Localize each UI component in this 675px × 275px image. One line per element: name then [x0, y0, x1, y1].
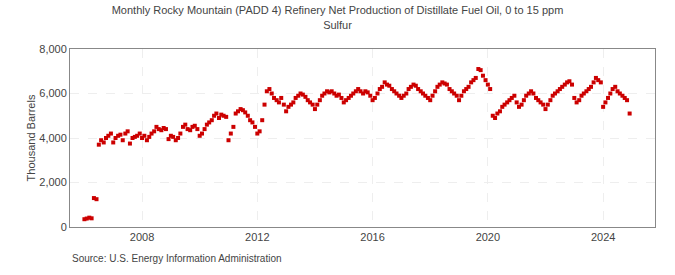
svg-text:Monthly Rocky Mountain (PADD 4: Monthly Rocky Mountain (PADD 4) Refinery… — [112, 4, 564, 30]
svg-text:2008: 2008 — [130, 231, 154, 243]
svg-text:2016: 2016 — [360, 231, 384, 243]
svg-text:2020: 2020 — [476, 231, 500, 243]
svg-text:2012: 2012 — [245, 231, 269, 243]
svg-text:8,000: 8,000 — [39, 43, 67, 55]
svg-text:4,000: 4,000 — [39, 132, 67, 144]
svg-text:Thousand Barrels: Thousand Barrels — [25, 94, 37, 181]
svg-text:6,000: 6,000 — [39, 87, 67, 99]
svg-text:2024: 2024 — [591, 231, 615, 243]
svg-text:Source: U.S. Energy Informatio: Source: U.S. Energy Information Administ… — [72, 253, 282, 264]
svg-text:0: 0 — [61, 221, 67, 233]
svg-text:2,000: 2,000 — [39, 176, 67, 188]
